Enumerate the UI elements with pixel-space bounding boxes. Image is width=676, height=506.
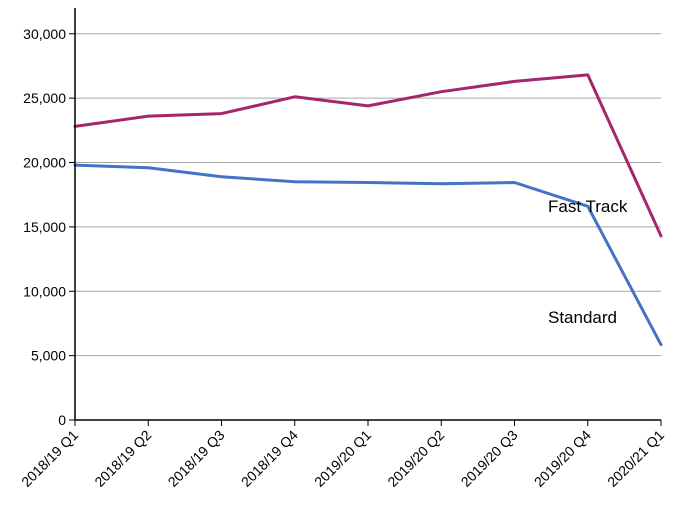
y-tick-label: 10,000 xyxy=(23,283,66,299)
series-label-standard: Standard xyxy=(548,308,617,327)
x-tick-labels: 2018/19 Q1 2018/19 Q2 2018/19 Q3 2018/19 Q4… xyxy=(18,420,667,490)
x-tick-label: 2019/20 Q1 xyxy=(311,427,374,490)
x-tick-label: 2018/19 Q1 xyxy=(18,427,81,490)
series-labels: Fast Track Standard xyxy=(548,197,628,327)
y-tick-label: 30,000 xyxy=(23,26,66,42)
x-tick-label: 2018/19 Q2 xyxy=(91,427,154,490)
x-tick-label: 2018/19 Q4 xyxy=(238,427,301,490)
gridlines xyxy=(75,33,661,357)
x-tick-label: 2019/20 Q3 xyxy=(458,427,521,490)
x-tick-label: 2018/19 Q3 xyxy=(165,427,228,490)
x-tick-label: 2020/21 Q1 xyxy=(604,427,667,490)
x-tick-label: 2019/20 Q2 xyxy=(384,427,447,490)
y-tick-label: 15,000 xyxy=(23,219,66,235)
series-line-fast-track xyxy=(73,73,663,238)
series-label-fast-track: Fast Track xyxy=(548,197,628,216)
series-lines xyxy=(73,73,663,347)
y-tick-label: 0 xyxy=(58,412,66,428)
y-tick-labels: 0 5,000 10,000 15,000 20,000 25,000 30,000 xyxy=(23,26,75,428)
y-tick-label: 25,000 xyxy=(23,90,66,106)
x-tick-label: 2019/20 Q4 xyxy=(531,427,594,490)
series-line-standard xyxy=(73,163,663,347)
y-tick-label: 5,000 xyxy=(31,348,66,364)
y-tick-label: 20,000 xyxy=(23,155,66,171)
